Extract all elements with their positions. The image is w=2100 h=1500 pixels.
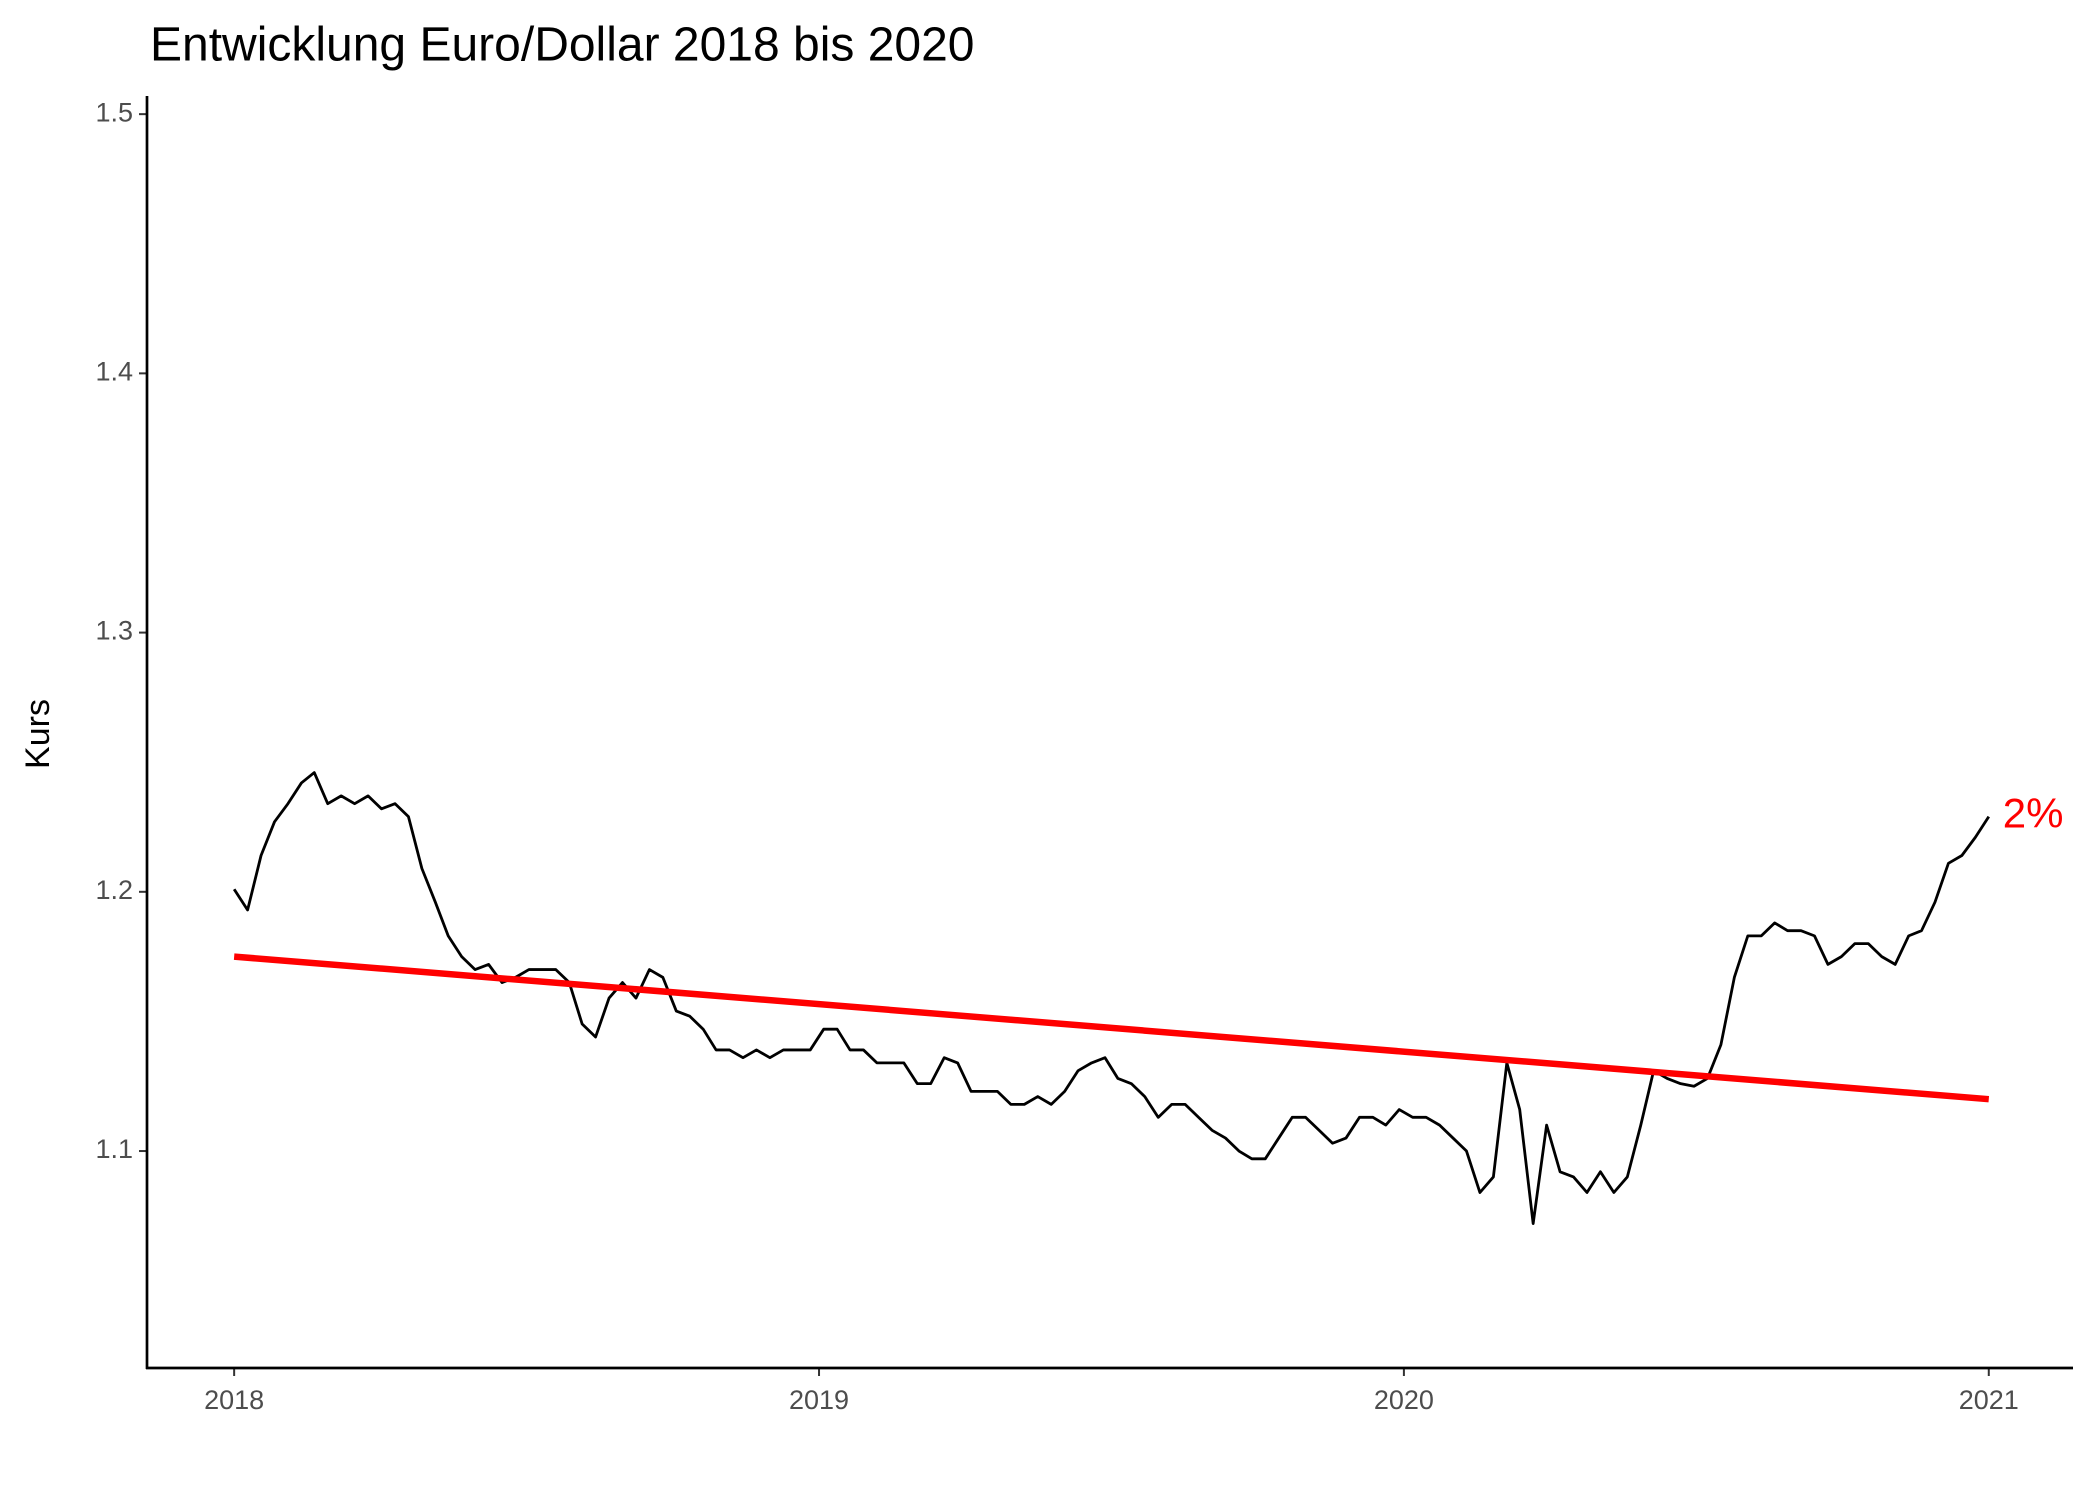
x-tick-label: 2019: [789, 1385, 849, 1415]
x-tick-label: 2020: [1374, 1385, 1434, 1415]
x-tick-label: 2018: [204, 1385, 264, 1415]
y-axis-label: Kurs: [19, 699, 57, 769]
y-tick-label: 1.2: [95, 875, 133, 905]
annotation: 2%: [2003, 790, 2064, 837]
chart-title: Entwicklung Euro/Dollar 2018 bis 2020: [150, 19, 974, 72]
y-tick-label: 1.5: [95, 97, 133, 127]
price-line: [232, 771, 1990, 1226]
y-tick-label: 1.1: [95, 1134, 133, 1164]
y-tick-label: 1.3: [95, 616, 133, 646]
y-tick-label: 1.4: [95, 356, 133, 386]
trend-line: [233, 953, 1990, 1103]
x-tick-label: 2021: [1959, 1385, 2019, 1415]
